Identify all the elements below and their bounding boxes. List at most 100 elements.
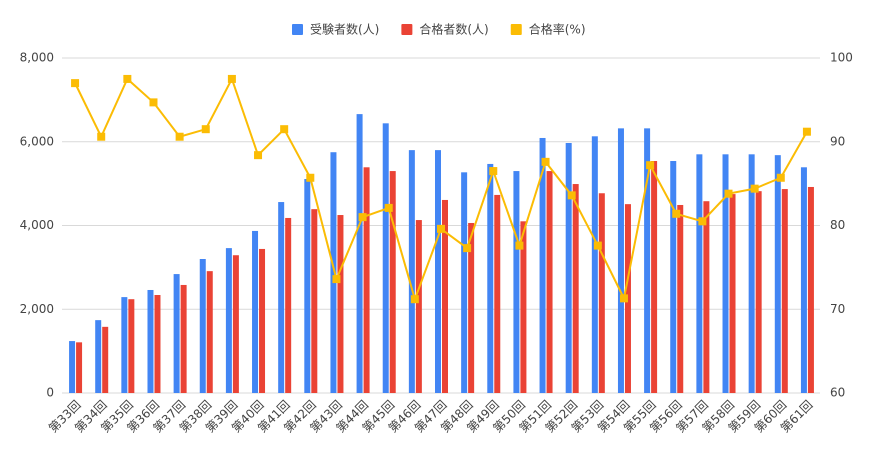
point — [358, 213, 367, 222]
point — [724, 189, 733, 198]
bar — [617, 128, 624, 393]
bar — [259, 248, 266, 393]
bar — [807, 186, 814, 393]
bar — [651, 161, 658, 393]
point — [306, 173, 315, 182]
bar — [546, 171, 553, 393]
point — [97, 132, 106, 141]
point — [149, 98, 158, 107]
point — [515, 241, 524, 250]
point — [201, 125, 210, 134]
bar — [311, 209, 318, 393]
legend-swatch — [401, 24, 413, 35]
legend: 受験者数(人) 合格者数(人) 合格率(%) — [292, 22, 586, 37]
bar — [565, 143, 572, 393]
bar — [330, 152, 337, 393]
point — [750, 184, 759, 193]
bar — [591, 136, 598, 393]
legend-label: 受験者数(人) — [310, 22, 379, 37]
bar — [154, 295, 161, 393]
bar — [520, 221, 527, 393]
point — [593, 241, 602, 250]
bar — [677, 204, 684, 393]
bar — [461, 172, 468, 393]
bar — [95, 320, 102, 393]
bar — [225, 248, 232, 393]
y-tick-label: 6,000 — [20, 134, 54, 148]
bar — [800, 167, 807, 393]
point — [489, 167, 498, 176]
bar — [285, 217, 292, 393]
point — [410, 295, 419, 304]
bar — [252, 230, 259, 393]
bar — [703, 201, 710, 393]
point — [463, 244, 472, 253]
bar — [494, 194, 501, 393]
bar — [722, 154, 729, 393]
y2-tick-label: 70 — [830, 302, 845, 316]
point — [175, 132, 184, 141]
bar — [128, 299, 135, 393]
point — [776, 173, 785, 182]
bar — [755, 191, 762, 393]
legend-label: 合格率(%) — [529, 22, 586, 37]
point — [384, 203, 393, 212]
bar — [598, 193, 605, 393]
bar — [435, 150, 441, 393]
bar — [173, 274, 180, 393]
bar — [644, 128, 651, 393]
bar — [363, 167, 370, 393]
bar — [487, 163, 494, 393]
bar — [206, 271, 213, 393]
point — [672, 209, 681, 218]
point — [619, 294, 628, 303]
bar — [382, 123, 389, 393]
bar — [539, 137, 546, 393]
bar — [102, 326, 109, 393]
point — [698, 217, 707, 226]
bar — [199, 259, 206, 393]
bar — [232, 255, 239, 393]
bar — [147, 289, 154, 393]
bar — [69, 341, 76, 393]
bar — [696, 154, 703, 393]
point — [541, 157, 550, 166]
bar — [304, 179, 311, 393]
point — [280, 125, 289, 134]
bar — [774, 155, 781, 393]
y2-tick-label: 100 — [830, 51, 853, 65]
y-tick-label: 4,000 — [20, 218, 54, 232]
bar — [278, 202, 285, 393]
bar — [180, 284, 187, 393]
legend-swatch — [292, 24, 303, 35]
bar — [442, 199, 448, 393]
y2-tick-label: 60 — [830, 386, 845, 400]
point — [71, 79, 80, 88]
bar — [356, 114, 363, 394]
point — [332, 275, 341, 284]
point — [646, 161, 655, 170]
bar — [729, 194, 736, 393]
point — [254, 151, 263, 160]
point — [123, 74, 132, 83]
y-tick-label: 0 — [46, 386, 54, 400]
bar — [748, 154, 755, 393]
bar — [337, 215, 344, 393]
legend-label: 合格者数(人) — [419, 22, 488, 37]
bar — [572, 184, 579, 393]
point — [227, 74, 236, 83]
y-tick-label: 8,000 — [20, 51, 54, 65]
point — [437, 224, 445, 233]
bar — [670, 161, 677, 393]
bar — [76, 342, 83, 393]
y2-tick-label: 90 — [830, 134, 845, 148]
bar — [408, 150, 415, 393]
y-tick-label: 2,000 — [20, 302, 54, 316]
bar — [415, 220, 422, 393]
bar — [513, 171, 520, 393]
y2-tick-label: 80 — [830, 218, 845, 232]
bar — [468, 222, 475, 393]
bar — [121, 297, 128, 393]
point — [567, 191, 576, 200]
legend-swatch — [510, 24, 522, 35]
